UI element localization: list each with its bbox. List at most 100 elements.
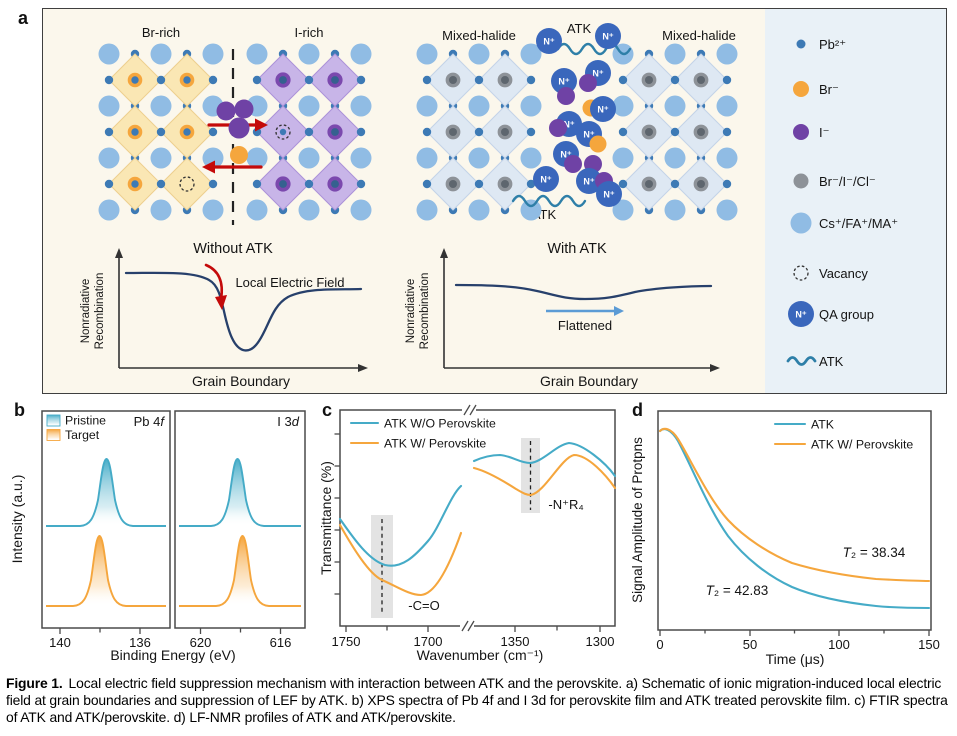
br-rich-title: Br-rich	[142, 25, 180, 40]
nr4-annotation: -N⁺R₄	[548, 497, 583, 512]
co-annotation: -C=O	[408, 598, 439, 613]
br-rich-lattice	[98, 43, 224, 221]
iodide-ion	[234, 99, 254, 119]
without-ylabel-2: Recombination	[94, 273, 106, 350]
atk-wo-perovskite-curve-left	[338, 484, 463, 567]
t2-atk-annotation: T₂ = 42.83	[706, 583, 769, 598]
pb4f-target-peak	[46, 535, 166, 607]
legend-atk-w-perovskite: ATK W/ Perovskite	[811, 438, 913, 452]
without-xlabel: Grain Boundary	[192, 373, 290, 389]
i3d-species-label: I 3d	[277, 414, 299, 429]
a-site-icon	[790, 212, 812, 234]
panel-c-ftir-plot: ATK W/O Perovskite ATK W/ Perovskite -C=…	[320, 404, 617, 663]
panel-d-ticks: 0 50 100 150	[656, 630, 940, 652]
pb-icon	[796, 39, 806, 49]
panel-b-label: b	[14, 400, 25, 420]
panel-d-xlabel: Time (μs)	[766, 651, 825, 667]
panel-c-xlabel: Wavenumber (cm⁻¹)	[417, 647, 544, 663]
ion-migration	[202, 99, 268, 174]
panel-d-nmr-plot: ATK ATK W/ Perovskite T₂ = 42.83 T₂ = 38…	[630, 410, 940, 667]
panel-d-legend: ATK ATK W/ Perovskite	[773, 418, 913, 452]
lef-red-arrow	[204, 263, 224, 301]
legend-br: Br⁻	[819, 82, 839, 97]
i3d-target-peak	[179, 535, 301, 607]
axis-break-marks	[460, 404, 477, 632]
t2-atk-w-annotation: T₂ = 38.34	[843, 545, 906, 560]
panel-c-ticks: 1750 1700 1350 1300	[332, 433, 615, 649]
pb4f-species-label: Pb 4f	[134, 414, 166, 429]
svg-text:0: 0	[656, 637, 663, 652]
panel-c-legend: ATK W/O Perovskite ATK W/ Perovskite	[349, 417, 496, 451]
svg-text:50: 50	[743, 637, 757, 652]
atk-molecule-top	[556, 42, 632, 56]
legend-atk-w: ATK W/ Perovskite	[384, 437, 486, 451]
panel-b-ylabel: Intensity (a.u.)	[9, 475, 25, 564]
figure-caption: Figure 1. Local electric field suppressio…	[6, 675, 952, 727]
panel-b-legend: Pristine Target	[46, 414, 106, 442]
legend-pb: Pb²⁺	[819, 37, 846, 52]
svg-text:616: 616	[270, 635, 292, 650]
legend-pristine: Pristine	[65, 414, 106, 428]
without-atk-graph: Without ATK Local Electric Field Nonradi…	[80, 241, 368, 389]
with-atk-graph: With ATK Flattened Nonradiative Recombin…	[405, 241, 720, 389]
bromide-ion	[230, 146, 248, 164]
atk-molecule-bottom	[511, 194, 587, 208]
legend-vacancy: Vacancy	[819, 266, 868, 281]
with-xlabel: Grain Boundary	[540, 373, 638, 389]
panel-b-ticks: 140 136 620 616	[49, 628, 291, 650]
qa-group-cluster	[533, 23, 622, 207]
legend-a-site: Cs⁺/FA⁺/MA⁺	[819, 216, 898, 231]
panel-a-legend-strip	[765, 9, 946, 393]
br-icon	[793, 81, 809, 97]
panel-c-label: c	[322, 400, 333, 420]
atk-wo-perovskite-curve-right	[472, 441, 617, 478]
pristine-swatch	[46, 414, 61, 427]
svg-text:1300: 1300	[586, 634, 615, 649]
with-atk-title: With ATK	[547, 241, 607, 257]
caption-text: Local electric field suppression mechani…	[6, 675, 948, 726]
lef-annotation: Local Electric Field	[235, 275, 344, 290]
vacancy-icon	[793, 265, 809, 281]
legend-atk: ATK	[811, 418, 835, 432]
svg-text:150: 150	[918, 637, 940, 652]
i-rich-title: I-rich	[295, 25, 324, 40]
panel-c-ylabel: Transmittance (%)	[320, 461, 334, 575]
mixed-halide-left-title: Mixed-halide	[442, 28, 516, 43]
caption-figure-number: Figure 1.	[6, 675, 63, 691]
without-ylabel-1: Nonradiative	[80, 279, 92, 344]
pb4f-pristine-peak	[46, 458, 166, 527]
atk-decay-curve	[658, 428, 931, 610]
atk-perovskite-decay-curve	[658, 427, 931, 583]
i-rich-lattice	[246, 43, 372, 221]
panel-d-label: d	[632, 400, 643, 420]
panel-b-xlabel: Binding Energy (eV)	[110, 647, 235, 663]
mixed-halide-icon	[793, 173, 809, 189]
legend-i: I⁻	[819, 125, 829, 140]
iodide-ion	[228, 117, 250, 139]
legend-target: Target	[65, 428, 100, 442]
panel-a-label: a	[18, 8, 29, 28]
panel-a-schematic: N⁺ Br-rich I-rich Mixed-halide Mixed-hal…	[42, 8, 947, 394]
i-icon	[793, 124, 809, 140]
with-ylabel-1: Nonradiative	[405, 279, 417, 344]
atk-w-perovskite-curve-left	[338, 523, 463, 597]
target-swatch	[46, 429, 61, 441]
i3d-pristine-peak	[179, 458, 301, 527]
iodide-ion	[216, 101, 236, 121]
legend-atk-wo: ATK W/O Perovskite	[384, 417, 496, 431]
svg-text:1700: 1700	[414, 634, 443, 649]
legend-atk: ATK	[819, 354, 844, 369]
atk-top-label: ATK	[567, 21, 592, 36]
flattened-curve	[454, 283, 713, 301]
atk-icon	[786, 356, 817, 366]
panel-a-legend: Pb²⁺ Br⁻ I⁻ Br⁻/I⁻/Cl⁻ Cs⁺/FA⁺/MA⁺ Vacan…	[786, 37, 898, 369]
legend-qa: QA group	[819, 307, 874, 322]
atk-w-perovskite-curve-right	[472, 453, 617, 497]
panel-b-xps-plot: Pristine Target Pb 4f I 3d 140 136 620 6…	[9, 410, 306, 663]
with-ylabel-2: Recombination	[419, 273, 431, 350]
svg-text:100: 100	[828, 637, 850, 652]
mixed-halide-right-lattice	[612, 43, 738, 221]
svg-text:140: 140	[49, 635, 71, 650]
mixed-halide-left-lattice	[416, 43, 542, 221]
